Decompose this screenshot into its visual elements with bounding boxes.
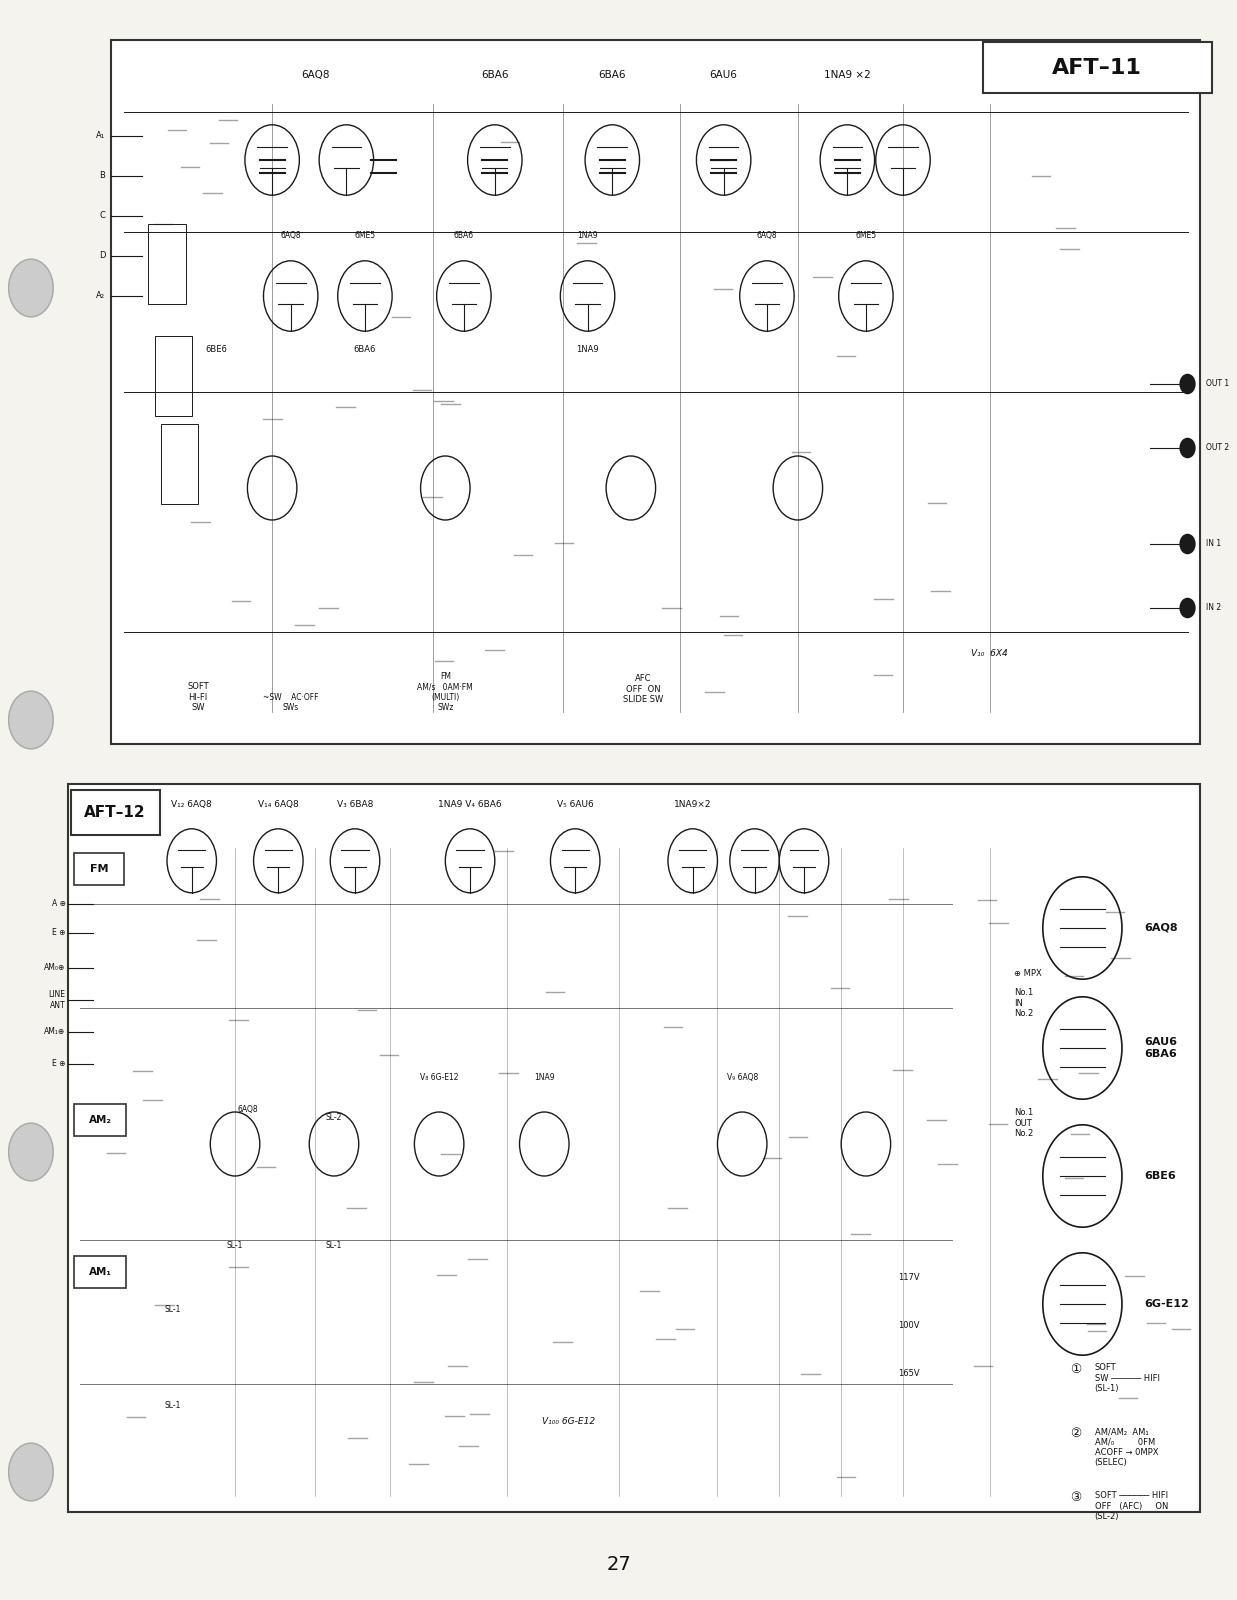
Text: 1NA9: 1NA9 — [576, 346, 599, 354]
Bar — [71, 790, 160, 835]
Text: 6AQ8: 6AQ8 — [757, 230, 777, 240]
Text: 6BE6: 6BE6 — [205, 346, 228, 354]
Circle shape — [1180, 598, 1195, 618]
Text: SOFT
HI-FI
SW: SOFT HI-FI SW — [187, 682, 209, 712]
Text: AM₀⊕: AM₀⊕ — [45, 963, 66, 973]
Text: 6AQ8: 6AQ8 — [238, 1106, 257, 1114]
Text: ②: ② — [1070, 1427, 1081, 1440]
Text: AM/AM₂  AM₁
AM/₀         0FM
ACOFF → 0MPX
(SELEC): AM/AM₂ AM₁ AM/₀ 0FM ACOFF → 0MPX (SELEC) — [1095, 1427, 1158, 1467]
Text: 1NA9 V₄ 6BA6: 1NA9 V₄ 6BA6 — [438, 800, 502, 810]
Text: A₂: A₂ — [96, 291, 105, 301]
Text: SL-1: SL-1 — [165, 1306, 182, 1314]
Text: IN 1: IN 1 — [1206, 539, 1221, 549]
Text: V₃ 6BA8: V₃ 6BA8 — [336, 800, 374, 810]
Text: SL-1: SL-1 — [325, 1242, 343, 1250]
Text: A ⊕: A ⊕ — [52, 899, 66, 909]
Text: 6AU6: 6AU6 — [710, 70, 737, 80]
Text: AM₁⊕: AM₁⊕ — [45, 1027, 66, 1037]
Text: 6AQ8: 6AQ8 — [281, 230, 301, 240]
Bar — [155, 336, 192, 416]
Text: No.1
OUT
No.2: No.1 OUT No.2 — [1014, 1109, 1034, 1138]
Text: AM₁: AM₁ — [89, 1267, 111, 1277]
Text: LINE
ANT: LINE ANT — [48, 990, 66, 1010]
Text: 6BA6: 6BA6 — [454, 230, 474, 240]
Circle shape — [9, 691, 53, 749]
Circle shape — [9, 1443, 53, 1501]
Text: OUT 2: OUT 2 — [1206, 443, 1230, 453]
Text: E ⊕: E ⊕ — [52, 1059, 66, 1069]
Text: SL-1: SL-1 — [165, 1402, 182, 1410]
Text: V₁₀₀ 6G-E12: V₁₀₀ 6G-E12 — [543, 1418, 595, 1426]
Text: IN 2: IN 2 — [1206, 603, 1221, 613]
Text: AFC
OFF  ON
SLIDE SW: AFC OFF ON SLIDE SW — [623, 674, 663, 704]
Text: 6BA6: 6BA6 — [599, 70, 626, 80]
Text: 1NA9: 1NA9 — [534, 1074, 554, 1082]
Circle shape — [9, 259, 53, 317]
Text: 6AU6
6BA6: 6AU6 6BA6 — [1144, 1037, 1178, 1059]
FancyBboxPatch shape — [111, 40, 1200, 744]
Text: ③: ③ — [1070, 1491, 1081, 1504]
Text: B: B — [99, 171, 105, 181]
Bar — [74, 1104, 126, 1136]
Text: 6ME5: 6ME5 — [354, 230, 376, 240]
Text: C: C — [99, 211, 105, 221]
Text: 6AQ8: 6AQ8 — [1144, 923, 1178, 933]
Text: 117V: 117V — [898, 1274, 920, 1282]
Text: E ⊕: E ⊕ — [52, 928, 66, 938]
Text: 165V: 165V — [898, 1370, 920, 1378]
Text: SL-1: SL-1 — [226, 1242, 244, 1250]
Circle shape — [9, 1123, 53, 1181]
Text: ~SW    AC·OFF
SWs: ~SW AC·OFF SWs — [263, 693, 318, 712]
Text: No.1
IN
No.2: No.1 IN No.2 — [1014, 989, 1034, 1018]
Bar — [161, 424, 198, 504]
Circle shape — [1180, 438, 1195, 458]
Text: ①: ① — [1070, 1363, 1081, 1376]
Circle shape — [1180, 534, 1195, 554]
Text: V₈ 6G-E12: V₈ 6G-E12 — [419, 1074, 459, 1082]
Text: AFT–11: AFT–11 — [1053, 58, 1142, 78]
Text: D: D — [99, 251, 105, 261]
Text: AM₂: AM₂ — [89, 1115, 111, 1125]
Text: FM
AM/s   0AM·FM
(MULTI)
SWz: FM AM/s 0AM·FM (MULTI) SWz — [417, 672, 474, 712]
Text: A₁: A₁ — [96, 131, 105, 141]
Circle shape — [1180, 374, 1195, 394]
Text: 6ME5: 6ME5 — [855, 230, 877, 240]
Text: SOFT ────── HIFI
OFF   (AFC)     ON
(SL-2): SOFT ────── HIFI OFF (AFC) ON (SL-2) — [1095, 1491, 1168, 1522]
Text: V₅ 6AU6: V₅ 6AU6 — [557, 800, 594, 810]
Text: V₁₀  6X4: V₁₀ 6X4 — [971, 650, 1008, 658]
Text: 27: 27 — [606, 1555, 631, 1574]
Bar — [74, 1256, 126, 1288]
Text: 100V: 100V — [898, 1322, 920, 1330]
Text: 6AQ8: 6AQ8 — [301, 70, 330, 80]
Text: SL-2: SL-2 — [325, 1114, 343, 1122]
Bar — [983, 42, 1212, 93]
FancyBboxPatch shape — [68, 784, 1200, 1512]
Text: 1NA9×2: 1NA9×2 — [674, 800, 711, 810]
Text: SOFT
SW ────── HIFI
(SL-1): SOFT SW ────── HIFI (SL-1) — [1095, 1363, 1160, 1394]
Text: 1NA9 ×2: 1NA9 ×2 — [824, 70, 871, 80]
Bar — [148, 224, 186, 304]
Bar — [74, 853, 124, 885]
Text: 6BA6: 6BA6 — [354, 346, 376, 354]
Text: V₁₄ 6AQ8: V₁₄ 6AQ8 — [259, 800, 298, 810]
Text: ⊕ MPX: ⊕ MPX — [1014, 970, 1042, 978]
Text: 1NA9: 1NA9 — [578, 230, 597, 240]
Text: V₉ 6AQ8: V₉ 6AQ8 — [726, 1074, 758, 1082]
Text: 6BA6: 6BA6 — [481, 70, 508, 80]
Text: AFT–12: AFT–12 — [84, 805, 146, 821]
Text: OUT 1: OUT 1 — [1206, 379, 1230, 389]
Text: 6G-E12: 6G-E12 — [1144, 1299, 1189, 1309]
Text: 6BE6: 6BE6 — [1144, 1171, 1176, 1181]
Text: V₁₂ 6AQ8: V₁₂ 6AQ8 — [172, 800, 212, 810]
Text: FM: FM — [90, 864, 108, 874]
